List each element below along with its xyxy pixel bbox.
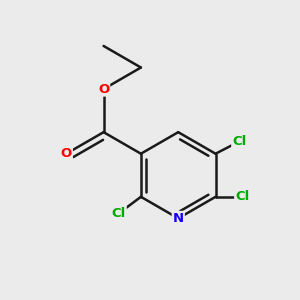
Text: Cl: Cl — [112, 207, 126, 220]
Text: O: O — [61, 147, 72, 160]
Text: Cl: Cl — [235, 190, 249, 203]
Text: Cl: Cl — [232, 135, 247, 148]
Text: O: O — [98, 82, 109, 96]
Text: N: N — [173, 212, 184, 225]
